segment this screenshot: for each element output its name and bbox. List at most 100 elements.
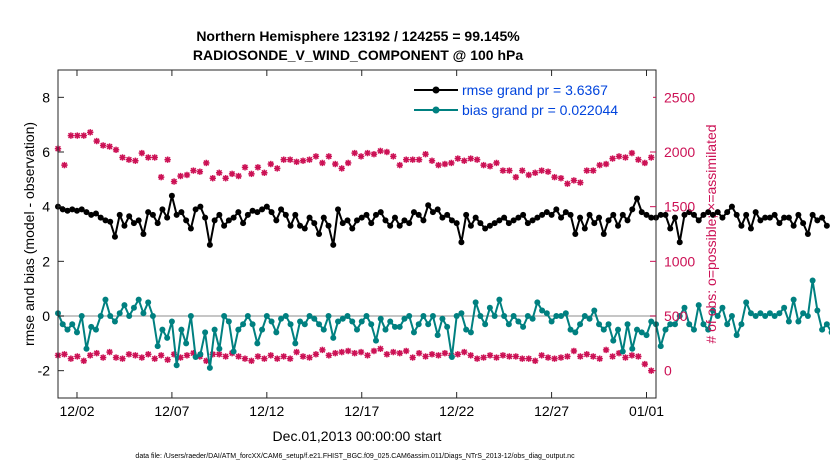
bias-point [800, 310, 807, 317]
obs-possible-marker [506, 167, 513, 174]
y-right-tick-label: 1500 [664, 199, 695, 215]
obs-possible-marker-c [320, 160, 325, 165]
obs-assimilated-marker [132, 352, 139, 359]
obs-possible-marker [622, 154, 629, 161]
bias-point [197, 351, 204, 358]
obs-possible-marker-c [391, 154, 396, 159]
obs-possible-marker-c [352, 151, 357, 156]
bias-point [206, 364, 213, 371]
obs-possible-marker-c [539, 168, 544, 173]
obs-possible-marker [512, 173, 520, 181]
bias-point [676, 313, 683, 319]
rmse-point [771, 211, 778, 218]
y-left-tick-label: 0 [42, 308, 50, 324]
bias-point [686, 321, 693, 328]
bias-point [401, 315, 408, 322]
obs-possible-marker [383, 148, 391, 156]
obs-assimilated-marker [383, 351, 391, 358]
rmse-point [634, 195, 641, 202]
obs-assimilated-marker-c [539, 353, 544, 358]
rmse-point [178, 209, 185, 216]
obs-assimilated-marker-c [371, 348, 376, 353]
obs-assimilated-marker-c [578, 354, 583, 359]
obs-possible-marker-c [617, 154, 622, 159]
obs-possible-marker-c [313, 154, 318, 159]
obs-assimilated-marker [351, 349, 358, 357]
bias-point [629, 345, 636, 352]
bias-point [638, 329, 645, 336]
bias-point [553, 313, 560, 319]
rmse-point [59, 206, 66, 213]
obs-assimilated-marker-c [571, 348, 576, 353]
rmse-point [107, 218, 114, 225]
rmse-point [795, 211, 802, 218]
obs-assimilated-marker-c [604, 347, 609, 352]
bias-point [344, 313, 351, 319]
bias-point [59, 321, 66, 328]
rmse-point [377, 209, 384, 216]
rmse-point [173, 211, 180, 218]
bias-point [496, 296, 503, 303]
bias-point [762, 313, 769, 319]
obs-possible-marker [332, 160, 339, 168]
bias-point [477, 313, 484, 319]
obs-possible-marker-c [636, 157, 641, 162]
rmse-point [425, 202, 432, 209]
obs-assimilated-marker-c [558, 355, 563, 360]
obs-possible-marker [377, 147, 384, 155]
obs-possible-marker-c [268, 162, 273, 167]
bias-point [463, 326, 470, 333]
bias-point [178, 326, 185, 333]
rmse-point [496, 217, 503, 224]
obs-assimilated-marker [512, 353, 520, 360]
obs-possible-marker [648, 154, 655, 161]
bias-point [126, 313, 133, 319]
obs-possible-marker-c [410, 157, 415, 162]
obs-assimilated-marker-c [404, 348, 409, 353]
obs-assimilated-marker [112, 354, 120, 361]
bias-point [472, 299, 479, 306]
obs-assimilated-marker-c [262, 356, 267, 361]
bias-point [558, 313, 565, 319]
rmse-point [306, 214, 313, 221]
obs-possible-marker-c [333, 162, 338, 167]
bias-point [149, 313, 156, 319]
bias-point [667, 321, 674, 328]
bias-point [690, 326, 697, 333]
obs-assimilated-marker-c [326, 353, 331, 358]
y-right-tick-label: 1000 [664, 253, 695, 269]
obs-possible-marker-c [178, 174, 183, 179]
bias-point [534, 299, 541, 306]
obs-possible-marker-c [513, 175, 518, 180]
legend-rmse-marker [432, 86, 440, 94]
bias-point [73, 329, 80, 336]
obs-possible-marker-c [378, 148, 383, 153]
obs-assimilated-marker [628, 352, 636, 359]
bias-point [387, 318, 394, 325]
obs-possible-marker [454, 155, 462, 162]
bias-point [714, 313, 721, 319]
obs-possible-marker-c [88, 130, 93, 135]
obs-assimilated-marker [61, 351, 68, 358]
obs-assimilated-marker [99, 354, 107, 361]
obs-possible-marker-c [397, 163, 402, 168]
obs-possible-marker [216, 169, 223, 176]
y-left-tick-label: 6 [42, 144, 50, 160]
obs-assimilated-marker-c [223, 354, 228, 359]
rmse-point [254, 209, 261, 216]
obs-assimilated-marker-c [126, 352, 131, 357]
rmse-point [681, 211, 688, 218]
rmse-point [368, 220, 375, 227]
obs-assimilated-marker-c [365, 353, 370, 358]
obs-assimilated-marker-c [94, 351, 99, 356]
rmse-point [486, 222, 493, 229]
data-file-footer: data file: /Users/raeder/DAI/ATM_forcXX/… [135, 453, 575, 460]
obs-assimilated-marker-c [410, 355, 415, 360]
bias-point [728, 313, 735, 319]
rmse-point [624, 217, 631, 224]
obs-assimilated-marker [106, 348, 113, 356]
obs-assimilated-marker [409, 354, 416, 361]
chart-title-line1: Northern Hemisphere 123192 / 124255 = 99… [196, 28, 520, 44]
rmse-point [785, 214, 792, 221]
obs-possible-marker-c [107, 144, 112, 149]
